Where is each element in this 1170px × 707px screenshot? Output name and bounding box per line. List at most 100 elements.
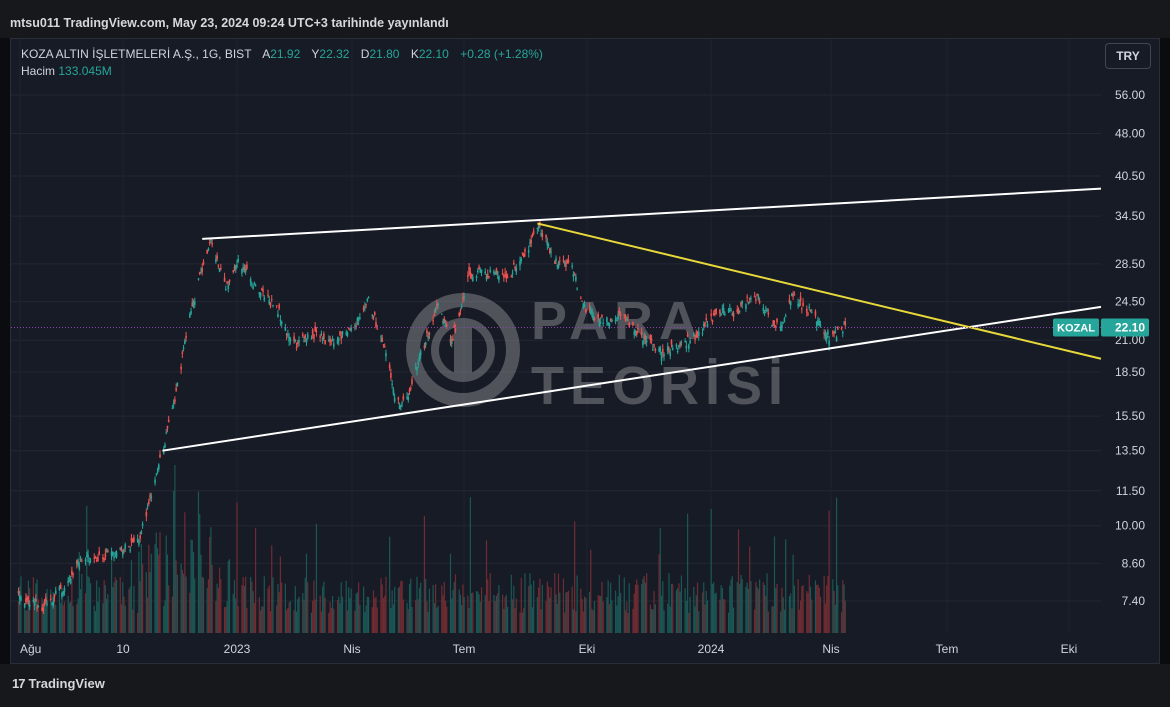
candle-body [788, 299, 791, 303]
volume-bar [364, 612, 366, 633]
price-chart[interactable]: 56.00 48.00 40.50 34.50 28.50 24.50 21.00 18.50… [11, 39, 1160, 664]
candle-body [46, 603, 48, 605]
volume-bar [32, 577, 34, 633]
volume-bar [745, 586, 747, 633]
candle-body [138, 542, 140, 545]
volume-bar [814, 580, 817, 633]
volume-bar [519, 612, 521, 633]
volume-bar [279, 556, 282, 633]
candle-body [198, 272, 201, 275]
candle-body [44, 597, 47, 602]
volume-bar [643, 576, 645, 633]
volume-bar [225, 606, 227, 633]
volume-bar [619, 592, 622, 633]
volume-bar [336, 600, 339, 633]
close-value: 22.10 [418, 47, 449, 61]
candle-body [724, 313, 726, 316]
volume-bar [103, 580, 105, 633]
candle-body [77, 561, 79, 566]
candle-body [381, 337, 384, 342]
candle-body [745, 304, 747, 310]
candle-body [226, 281, 228, 284]
volume-bar [298, 596, 300, 633]
candle-body [215, 259, 217, 262]
volume-bar [557, 573, 560, 633]
volume-bar [641, 584, 643, 633]
candle-body [262, 289, 264, 292]
candle-body [63, 588, 66, 593]
candle-body [315, 330, 318, 333]
candle-body [783, 318, 786, 323]
tradingview-logo[interactable]: 17 TradingView [12, 676, 105, 691]
candle-body [462, 297, 464, 300]
candle-body [642, 340, 644, 346]
volume-bar [250, 576, 252, 633]
volume-bar [366, 596, 368, 633]
candle-body [104, 553, 107, 557]
candle-body [549, 248, 551, 253]
candle-body [660, 356, 663, 361]
volume-bar [711, 583, 714, 633]
candle-body [597, 314, 600, 319]
candle-body [637, 328, 639, 330]
candle-body [129, 549, 132, 552]
volume-bar [505, 594, 507, 633]
volume-bar [328, 612, 330, 633]
volume-bar [574, 521, 576, 633]
volume-bar [487, 579, 489, 633]
candle-body [689, 340, 691, 344]
candle-body [575, 276, 577, 281]
volume-bar [407, 609, 409, 633]
candle-body [553, 261, 556, 264]
volume-bar [138, 551, 140, 633]
candle-body [424, 342, 427, 346]
chart-panel[interactable]: 56.00 48.00 40.50 34.50 28.50 24.50 21.00 18.50… [10, 38, 1160, 664]
volume-bar [843, 584, 845, 633]
candle-body [714, 310, 716, 312]
candle-body [688, 344, 690, 349]
candle-body [192, 302, 195, 306]
candle-body [380, 336, 382, 338]
candle-body [298, 340, 300, 343]
volume-bar [37, 599, 39, 633]
candle-body [220, 268, 222, 270]
candle-body [79, 558, 82, 560]
candle-body [59, 584, 62, 589]
volume-bar [433, 603, 435, 633]
volume-bar [732, 607, 735, 633]
candle-body [211, 242, 213, 245]
candle-body [730, 309, 732, 312]
candle-body [89, 560, 92, 562]
volume-bar [757, 589, 759, 633]
volume-bar [585, 597, 587, 633]
candle-body [762, 307, 765, 311]
y-tick-label: 24.50 [1115, 295, 1145, 309]
volume-bar [145, 572, 147, 633]
candle-body [385, 353, 387, 357]
low-value: 21.80 [369, 47, 400, 61]
volume-bar [175, 560, 177, 633]
candle-body [409, 387, 412, 389]
candle-body [355, 326, 357, 328]
currency-button[interactable]: TRY [1105, 43, 1151, 69]
volume-bar [498, 584, 500, 633]
volume-bar [538, 587, 540, 633]
candle-body [261, 288, 263, 290]
volume-bar [417, 599, 419, 633]
candle-body [193, 301, 196, 306]
volume-bar [694, 606, 696, 633]
candle-body [232, 270, 235, 273]
candle-body [469, 271, 472, 275]
candle-body [524, 249, 526, 252]
candle-body [433, 314, 436, 316]
volume-bar [163, 605, 165, 633]
candle-body [28, 604, 31, 607]
candle-body [149, 494, 151, 498]
volume-bar [493, 594, 495, 633]
volume-bar [503, 609, 505, 633]
candle-body [510, 275, 513, 277]
volume-bar [119, 577, 121, 633]
candle-body [792, 295, 794, 297]
candle-body [602, 322, 604, 324]
candle-body [52, 601, 55, 606]
